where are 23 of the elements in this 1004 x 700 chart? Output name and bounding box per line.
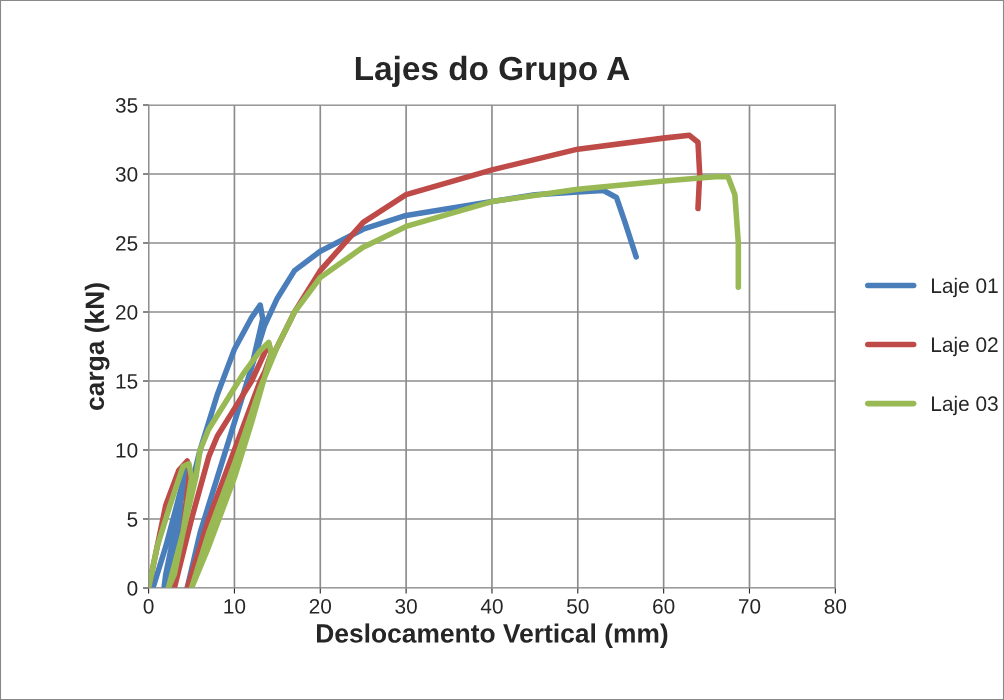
y-tick-label: 5 (127, 512, 138, 527)
y-axis-title: carga (kN) (84, 283, 110, 410)
x-tick-label: 60 (653, 598, 675, 614)
x-tick-label: 50 (567, 598, 589, 614)
y-tick-label: 10 (116, 443, 138, 458)
x-tick-label: 10 (224, 598, 246, 614)
y-tick-label: 35 (115, 98, 138, 113)
legend-label: Laje 01 (932, 277, 998, 298)
legend-label: Laje 03 (932, 395, 998, 416)
x-axis-title: Deslocamento Vertical (mm) (317, 623, 668, 648)
x-tick-label: 80 (824, 598, 847, 614)
x-tick-label: 20 (309, 598, 332, 614)
y-tick-label: 20 (116, 305, 138, 320)
y-tick-label: 25 (116, 236, 138, 251)
chart-title: Lajes do Grupo A (355, 55, 630, 87)
x-tick-label: 40 (480, 598, 503, 614)
x-tick-label: 0 (143, 598, 154, 614)
y-tick-label: 15 (116, 374, 138, 389)
y-tick-label: 0 (127, 581, 138, 596)
x-tick-label: 30 (395, 598, 417, 614)
legend-label: Laje 02 (932, 336, 998, 357)
y-tick-label: 30 (115, 167, 138, 182)
x-tick-label: 70 (738, 598, 761, 614)
